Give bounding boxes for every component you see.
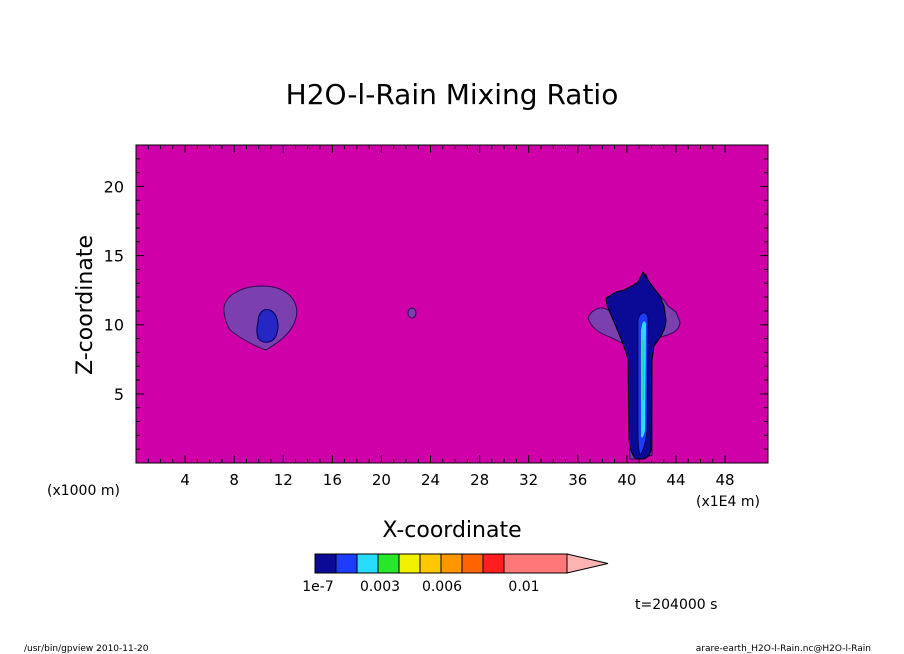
colorbar-tick-label: 0.003	[360, 579, 400, 595]
column-level-5	[642, 340, 644, 400]
colorbar-swatch	[335, 553, 358, 574]
colorbar-swatch	[503, 553, 568, 574]
time-label: t=204000 s	[635, 597, 717, 613]
x-tick-label: 24	[421, 471, 440, 489]
x-tick-label: 36	[568, 471, 587, 489]
y-tick-label: 20	[104, 177, 124, 196]
footer-right: arare-earth_H2O-l-Rain.nc@H2O-l-Rain	[696, 644, 871, 654]
x-tick-label: 12	[274, 471, 293, 489]
colorbar-swatch	[377, 553, 400, 574]
x-tick-label: 40	[617, 471, 636, 489]
colorbar-swatch	[482, 553, 505, 574]
colorbar-tick-label: 1e-7	[302, 579, 333, 595]
colorbar-extend-arrow	[566, 553, 609, 574]
colorbar-tick-label: 0.006	[422, 579, 462, 595]
x-tick-label: 16	[323, 471, 342, 489]
z-unit-note: (x1000 m)	[47, 483, 120, 499]
convective-column	[587, 270, 681, 460]
colorbar-swatch	[398, 553, 421, 574]
colorbar-swatch	[419, 553, 442, 574]
x-axis: 4 8 12 16 20 24 28 32 36 40 44 48	[147, 145, 735, 489]
y-tick-label: 5	[114, 385, 124, 404]
x-tick-label: 44	[666, 471, 685, 489]
colorbar	[314, 553, 609, 574]
x-tick-label: 8	[229, 471, 239, 489]
y-axis: 5 10 15 20	[104, 158, 768, 450]
x-tick-label: 48	[716, 471, 735, 489]
y-tick-label: 15	[104, 247, 124, 266]
x-tick-label: 32	[519, 471, 538, 489]
colorbar-tick-labels: 1e-7 0.003 0.006 0.01	[302, 579, 539, 595]
x-tick-label: 20	[372, 471, 391, 489]
cloud-small-cell	[407, 307, 417, 319]
x-tick-label: 4	[180, 471, 190, 489]
cloud-left-inner	[256, 309, 279, 343]
y-tick-label: 10	[104, 316, 124, 335]
chart-title: H2O-l-Rain Mixing Ratio	[286, 78, 619, 111]
colorbar-tick-label: 0.01	[508, 579, 539, 595]
x-axis-label: X-coordinate	[382, 518, 521, 543]
colorbar-swatch	[356, 553, 379, 574]
colorbar-swatch	[314, 553, 337, 574]
x-unit-note: (x1E4 m)	[696, 494, 760, 510]
footer-left: /usr/bin/gpview 2010-11-20	[24, 644, 149, 654]
colorbar-swatch	[440, 553, 463, 574]
cloud-left	[223, 285, 298, 351]
x-tick-label: 28	[470, 471, 489, 489]
y-axis-label: Z-coordinate	[73, 235, 98, 375]
column-core	[605, 270, 667, 460]
colorbar-swatch	[461, 553, 484, 574]
